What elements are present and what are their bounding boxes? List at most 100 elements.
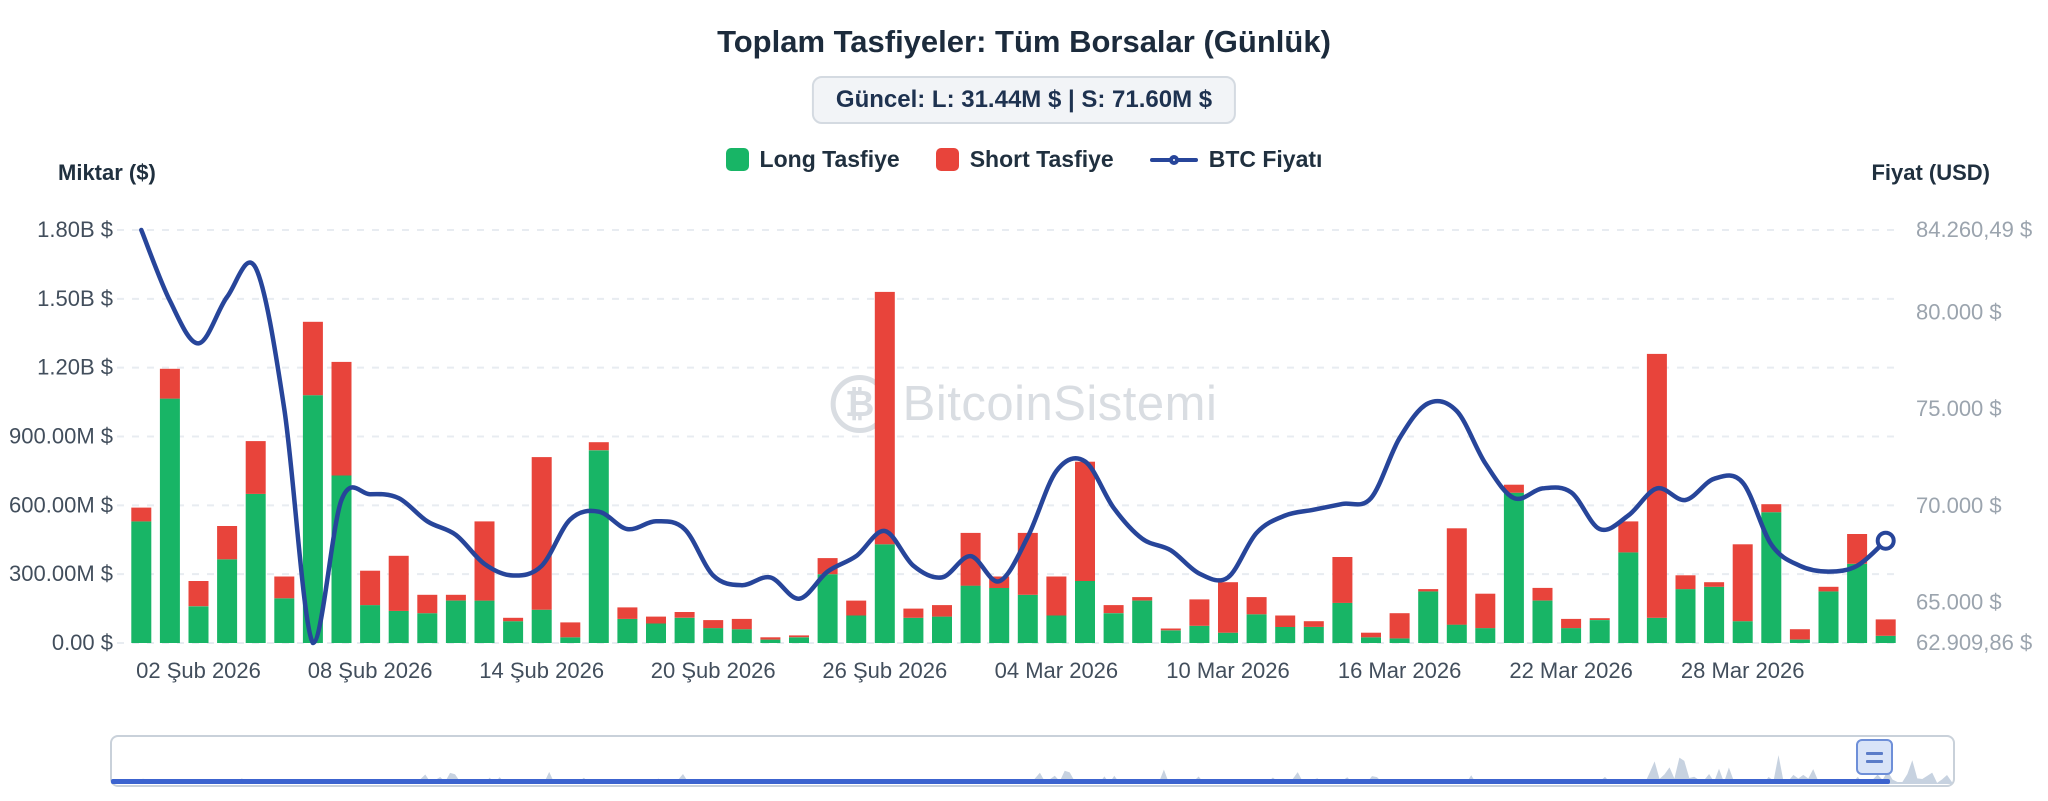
short-bar-segment[interactable]	[1761, 504, 1782, 513]
short-bar-segment[interactable]	[903, 608, 924, 618]
short-bar-segment[interactable]	[1561, 618, 1582, 629]
short-bar-segment[interactable]	[1332, 557, 1353, 603]
short-bar-segment[interactable]	[1675, 575, 1696, 590]
short-bar-segment[interactable]	[1103, 605, 1124, 614]
long-bar-segment[interactable]	[360, 605, 381, 643]
long-bar-segment[interactable]	[1218, 632, 1238, 643]
short-bar-segment[interactable]	[1160, 628, 1181, 631]
long-bar-segment[interactable]	[1075, 581, 1095, 643]
short-bar-segment[interactable]	[703, 620, 724, 629]
long-bar-segment[interactable]	[789, 637, 809, 643]
long-bar-segment[interactable]	[760, 639, 781, 643]
short-bar-segment[interactable]	[1303, 621, 1324, 627]
long-bar-segment[interactable]	[474, 600, 495, 643]
short-bar-segment[interactable]	[731, 618, 752, 630]
long-bar-segment[interactable]	[1332, 602, 1353, 643]
short-bar-segment[interactable]	[1046, 576, 1067, 616]
long-bar-segment[interactable]	[1103, 613, 1124, 643]
long-bar-segment[interactable]	[1446, 624, 1467, 643]
short-bar-segment[interactable]	[417, 594, 438, 614]
short-bar-segment[interactable]	[1732, 544, 1753, 622]
short-bar-segment[interactable]	[1017, 532, 1038, 595]
long-bar-segment[interactable]	[1160, 630, 1181, 643]
long-bar-segment[interactable]	[1704, 586, 1725, 643]
long-bar-segment[interactable]	[588, 450, 609, 643]
short-bar-segment[interactable]	[1818, 586, 1839, 592]
short-bar-segment[interactable]	[646, 616, 666, 624]
legend-item-long[interactable]: Long Tasfiye	[725, 146, 900, 173]
short-bar-segment[interactable]	[331, 361, 352, 476]
short-bar-segment[interactable]	[1275, 615, 1296, 628]
short-bar-segment[interactable]	[474, 521, 495, 601]
long-bar-segment[interactable]	[1732, 621, 1753, 643]
short-bar-segment[interactable]	[1704, 582, 1725, 587]
long-bar-segment[interactable]	[417, 613, 438, 643]
long-bar-segment[interactable]	[131, 521, 152, 643]
long-bar-segment[interactable]	[617, 618, 638, 643]
short-bar-segment[interactable]	[960, 532, 981, 586]
long-bar-segment[interactable]	[1675, 589, 1696, 643]
short-bar-segment[interactable]	[1618, 521, 1639, 553]
long-bar-segment[interactable]	[846, 615, 867, 644]
short-bar-segment[interactable]	[531, 457, 552, 610]
long-bar-segment[interactable]	[159, 398, 180, 643]
short-bar-segment[interactable]	[789, 635, 809, 638]
long-bar-segment[interactable]	[989, 587, 1010, 643]
short-bar-segment[interactable]	[1218, 582, 1238, 633]
short-bar-segment[interactable]	[1875, 619, 1896, 636]
short-bar-segment[interactable]	[274, 576, 295, 599]
short-bar-segment[interactable]	[674, 612, 695, 618]
short-bar-segment[interactable]	[1361, 632, 1381, 638]
short-bar-segment[interactable]	[1532, 587, 1553, 601]
short-bar-segment[interactable]	[1132, 597, 1153, 601]
long-bar-segment[interactable]	[274, 598, 295, 643]
short-bar-segment[interactable]	[302, 321, 323, 396]
long-bar-segment[interactable]	[503, 621, 524, 643]
short-bar-segment[interactable]	[1789, 629, 1810, 640]
long-bar-segment[interactable]	[1389, 638, 1410, 643]
short-bar-segment[interactable]	[846, 600, 867, 616]
short-bar-segment[interactable]	[1503, 484, 1524, 493]
long-bar-segment[interactable]	[560, 637, 581, 643]
long-bar-segment[interactable]	[703, 628, 724, 643]
long-bar-segment[interactable]	[1475, 628, 1496, 643]
long-bar-segment[interactable]	[1618, 552, 1639, 643]
long-bar-segment[interactable]	[1189, 625, 1210, 643]
short-bar-segment[interactable]	[1189, 599, 1210, 626]
long-bar-segment[interactable]	[1561, 628, 1582, 643]
short-bar-segment[interactable]	[1446, 528, 1467, 625]
navigator-scrollbar[interactable]	[111, 779, 1890, 784]
short-bar-segment[interactable]	[1847, 534, 1868, 564]
long-bar-segment[interactable]	[531, 609, 552, 643]
long-bar-segment[interactable]	[1875, 635, 1896, 643]
long-bar-segment[interactable]	[1303, 626, 1324, 643]
long-bar-segment[interactable]	[1246, 614, 1267, 643]
long-bar-segment[interactable]	[1532, 600, 1553, 643]
short-bar-segment[interactable]	[1389, 613, 1410, 639]
long-bar-segment[interactable]	[674, 617, 695, 643]
long-bar-segment[interactable]	[1017, 594, 1038, 643]
long-bar-segment[interactable]	[646, 623, 666, 644]
long-bar-segment[interactable]	[1818, 591, 1839, 643]
long-bar-segment[interactable]	[1361, 637, 1381, 643]
short-bar-segment[interactable]	[1475, 593, 1496, 629]
chart-navigator[interactable]	[110, 735, 1955, 787]
long-bar-segment[interactable]	[245, 493, 266, 643]
short-bar-segment[interactable]	[1646, 353, 1667, 618]
legend-item-short[interactable]: Short Tasfiye	[935, 146, 1114, 173]
short-bar-segment[interactable]	[360, 570, 381, 606]
long-bar-segment[interactable]	[1589, 620, 1610, 643]
short-bar-segment[interactable]	[932, 605, 952, 617]
short-bar-segment[interactable]	[245, 441, 266, 494]
long-bar-segment[interactable]	[731, 629, 752, 643]
short-bar-segment[interactable]	[588, 442, 609, 451]
long-bar-segment[interactable]	[1847, 563, 1868, 643]
long-bar-segment[interactable]	[1761, 512, 1782, 643]
long-bar-segment[interactable]	[1418, 591, 1439, 643]
short-bar-segment[interactable]	[1075, 461, 1095, 581]
short-bar-segment[interactable]	[760, 637, 781, 640]
short-bar-segment[interactable]	[874, 291, 895, 545]
long-bar-segment[interactable]	[388, 610, 409, 643]
short-bar-segment[interactable]	[1589, 618, 1610, 620]
